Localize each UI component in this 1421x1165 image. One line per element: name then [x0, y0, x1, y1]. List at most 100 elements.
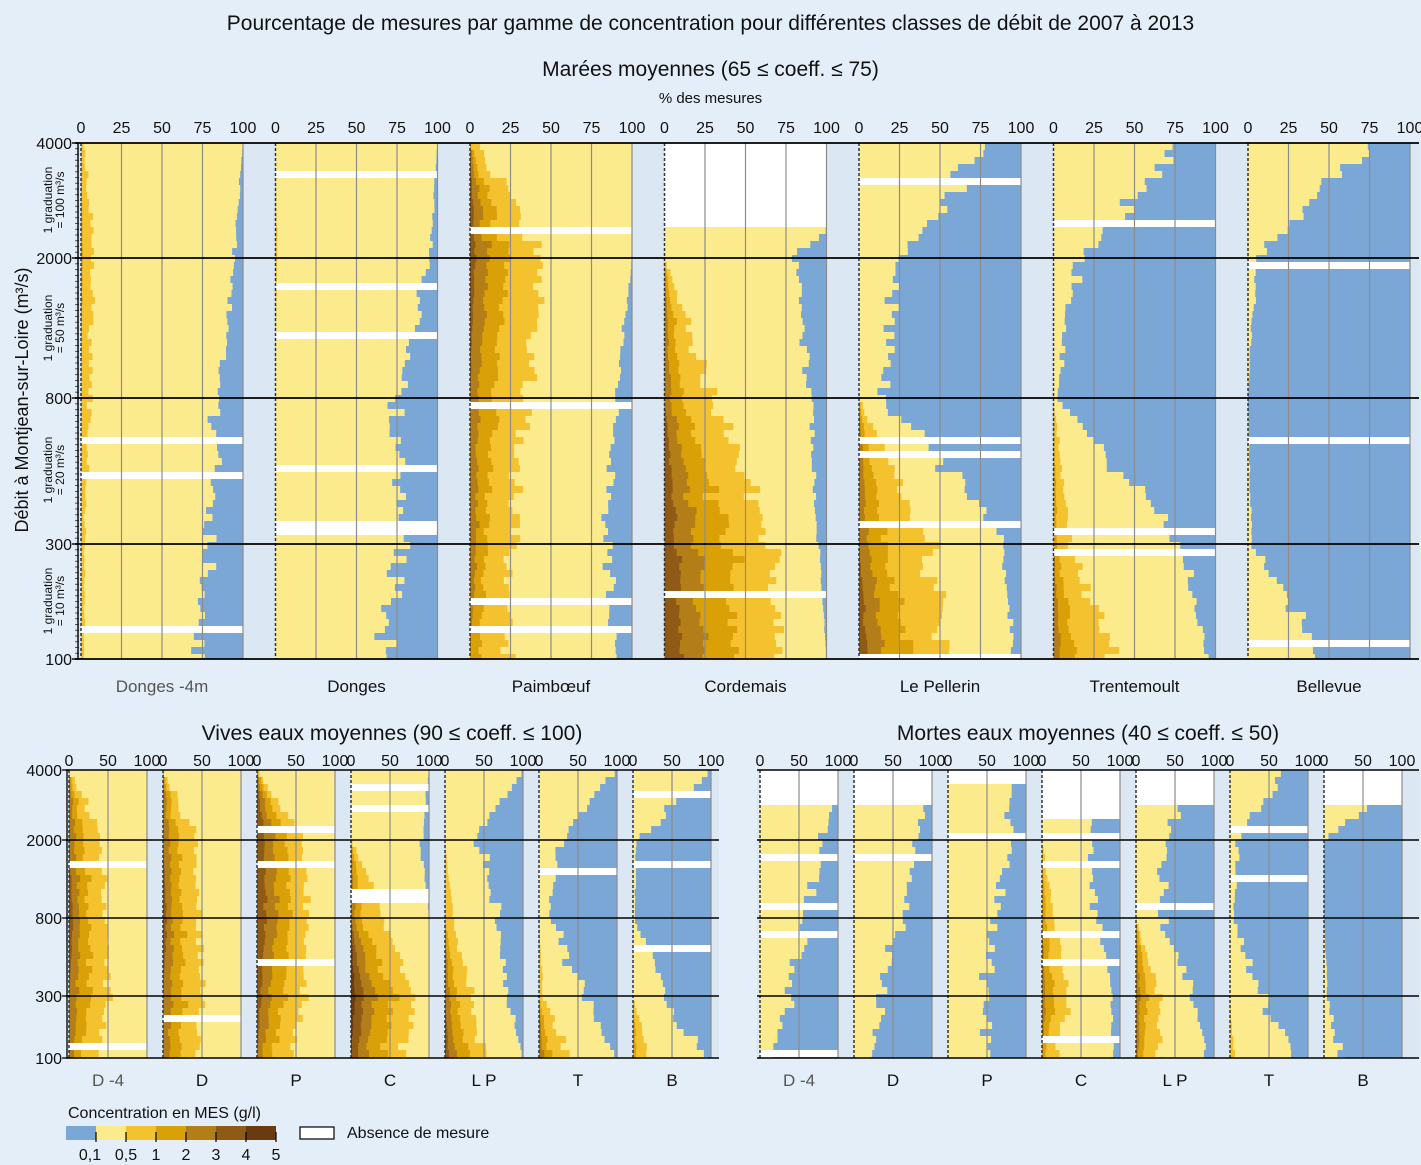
bar-segment	[163, 805, 167, 812]
bar-segment	[1255, 269, 1411, 276]
bar-segment	[760, 938, 808, 945]
bar-segment	[86, 528, 203, 535]
bar-segment	[71, 938, 79, 945]
bar-segment	[175, 819, 190, 826]
bar-segment	[1230, 959, 1254, 966]
bar-segment	[87, 889, 102, 896]
bar-segment	[555, 854, 618, 861]
x-tick-label: 50	[1126, 120, 1144, 137]
bar-segment	[540, 959, 563, 966]
bar-segment	[471, 143, 481, 150]
bar-segment	[1251, 535, 1411, 542]
bar-segment	[470, 472, 477, 479]
bar-segment	[399, 994, 416, 1001]
bar-segment	[1230, 1050, 1236, 1057]
bar-segment	[470, 213, 475, 220]
bar-segment	[1056, 500, 1067, 507]
bar-segment	[445, 819, 488, 826]
mortes-panel-6	[1323, 770, 1403, 1058]
bar-segment	[497, 213, 522, 220]
bar-segment	[445, 882, 451, 889]
bar-segment	[275, 360, 406, 367]
bar-segment	[1235, 840, 1309, 847]
bar-segment	[400, 486, 438, 493]
bar-segment	[450, 1008, 458, 1015]
bar-segment	[668, 367, 679, 374]
bar-segment	[784, 987, 839, 994]
bar-segment	[387, 1029, 410, 1036]
bar-segment	[81, 227, 83, 234]
bar-segment	[1200, 1022, 1215, 1029]
bar-segment	[165, 924, 172, 931]
bar-segment	[646, 1050, 705, 1057]
bar-segment	[1043, 945, 1050, 952]
bar-segment	[475, 493, 486, 500]
bar-segment	[1230, 784, 1279, 791]
bar-segment	[859, 598, 865, 605]
bar-segment	[419, 840, 430, 847]
bar-segment	[672, 479, 688, 486]
bar-segment	[864, 486, 878, 493]
bar-segment	[633, 770, 708, 777]
bar-segment	[1140, 994, 1150, 1001]
bar-segment	[948, 1050, 991, 1057]
bar-segment	[491, 388, 521, 395]
bar-segment	[1042, 987, 1046, 994]
bar-segment	[275, 374, 403, 381]
bar-segment	[937, 626, 1011, 633]
bar-segment	[474, 570, 484, 577]
bar-segment	[164, 868, 172, 875]
bar-segment	[1042, 826, 1092, 833]
bar-segment	[302, 833, 336, 840]
bar-segment	[509, 241, 543, 248]
bar-segment	[238, 199, 244, 206]
bar-segment	[854, 1043, 875, 1050]
bar-segment	[1155, 973, 1183, 980]
bar-segment	[232, 283, 244, 290]
bar-segment	[445, 987, 451, 994]
bar-segment	[633, 1050, 637, 1057]
bar-segment	[450, 952, 463, 959]
bar-segment	[713, 402, 814, 409]
bar-segment	[388, 416, 438, 423]
bar-segment	[69, 770, 71, 777]
bar-segment	[486, 1050, 523, 1057]
bar-segment	[1248, 346, 1251, 353]
bar-segment	[666, 262, 800, 269]
bar-segment	[1148, 959, 1179, 966]
bar-segment	[404, 577, 438, 584]
bar-segment	[1154, 164, 1216, 171]
mortes-subtitle: Mortes eaux moyennes (40 ≤ coeff. ≤ 50)	[897, 722, 1279, 745]
bar-segment	[265, 889, 275, 896]
bar-segment	[868, 444, 886, 451]
bar-segment	[1136, 826, 1172, 833]
bar-segment	[1193, 1001, 1215, 1008]
bar-segment	[877, 619, 902, 626]
bar-segment	[1083, 248, 1216, 255]
bar-segment	[782, 647, 827, 654]
bar-segment	[1096, 917, 1121, 924]
bar-segment	[90, 416, 209, 423]
bar-segment	[1053, 994, 1067, 1001]
bar-segment	[983, 150, 1022, 157]
bar-segment	[760, 973, 790, 980]
bar-segment	[1102, 924, 1121, 931]
bar-segment	[276, 304, 419, 311]
bar-segment	[633, 882, 637, 889]
x-tick-label: 0	[629, 753, 638, 770]
bar-segment	[445, 1008, 451, 1015]
bar-segment	[948, 868, 1003, 875]
bar-segment	[664, 346, 668, 353]
bar-segment	[69, 1036, 75, 1043]
bar-segment	[505, 276, 543, 283]
bar-segment	[470, 619, 473, 626]
bar-segment	[257, 770, 258, 777]
bar-segment	[563, 931, 618, 938]
bar-segment	[1060, 640, 1075, 647]
bar-segment	[259, 1008, 269, 1015]
bar-segment	[1329, 1008, 1403, 1015]
bar-segment	[473, 213, 484, 220]
bar-segment	[1230, 847, 1239, 854]
bar-segment	[180, 938, 197, 945]
bar-segment	[470, 269, 475, 276]
